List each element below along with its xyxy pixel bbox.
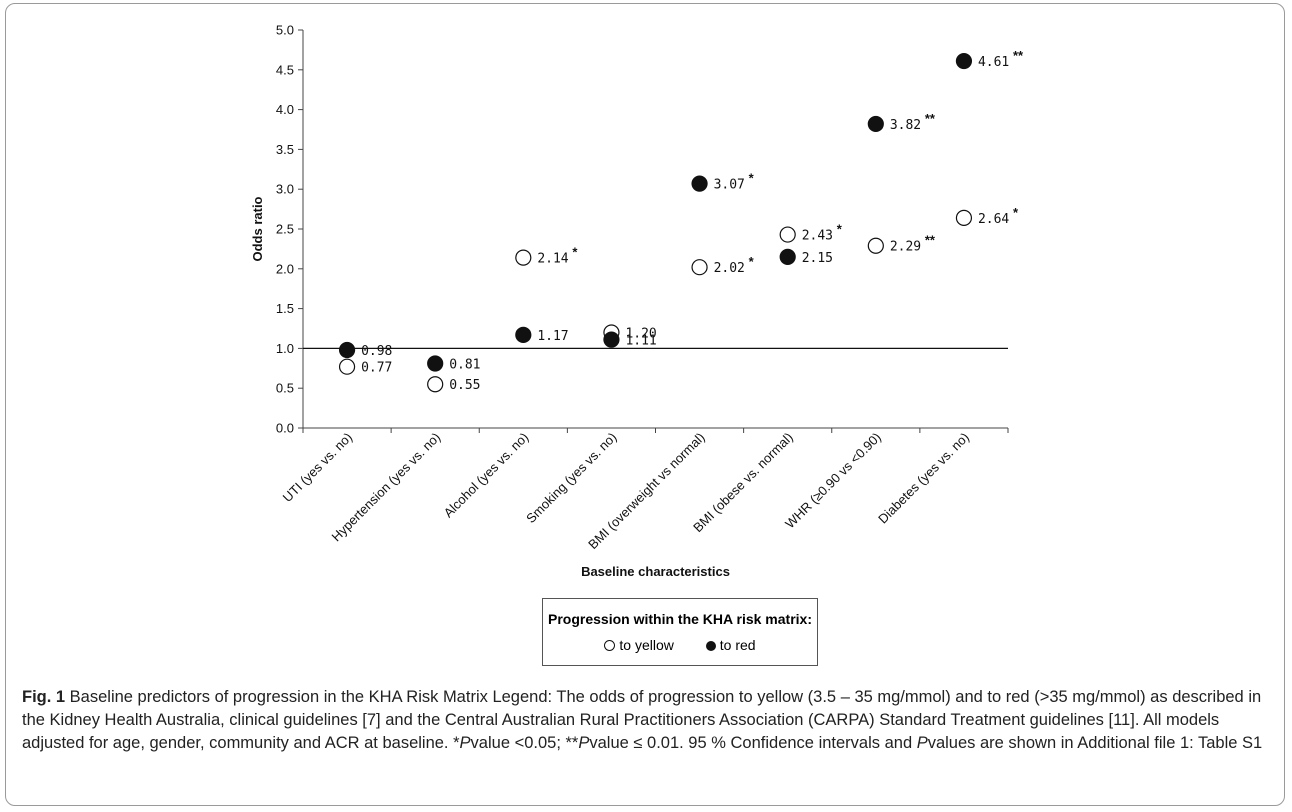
data-label: 1.20: [625, 326, 656, 341]
legend: Progression within the KHA risk matrix: …: [542, 598, 818, 666]
data-label: 2.43: [802, 229, 833, 244]
y-tick-label: 2.5: [276, 222, 294, 237]
caption-p-3: P: [916, 734, 928, 752]
data-label: 1.11: [625, 334, 656, 349]
filled-circle-icon: [705, 641, 716, 651]
significance-mark: *: [572, 245, 578, 260]
x-tick-label: WHR (≥0.90 vs <0.90): [782, 430, 884, 532]
significance-mark: **: [925, 111, 936, 126]
y-tick-label: 0.0: [276, 421, 294, 436]
caption-p-1: P: [459, 734, 471, 752]
significance-mark: **: [1013, 48, 1024, 63]
data-label: 0.81: [449, 358, 480, 373]
point-to-yellow: [427, 376, 444, 393]
legend-item-yellow: to yellow: [604, 637, 674, 653]
legend-item-red: to red: [705, 637, 756, 653]
x-axis-label: Baseline characteristics: [581, 564, 730, 579]
legend-label-red: to red: [719, 637, 756, 653]
point-to-red: [867, 115, 884, 133]
point-to-red: [691, 175, 708, 192]
point-to-red: [779, 248, 796, 265]
caption-text-4: values are shown in Additional file 1: T…: [927, 734, 1263, 752]
y-tick-label: 2.0: [276, 261, 294, 276]
caption-text-2: value <0.05; **: [470, 734, 579, 752]
x-tick-label: Diabetes (yes vs. no): [875, 430, 972, 527]
y-tick-label: 3.5: [276, 142, 294, 157]
point-to-yellow: [515, 249, 532, 266]
scatter-chart: 0.0 0.5 1.0 1.5 2.0 2.5 3.0 3.5 4.0 4.5 5.0 UTI (y…: [250, 23, 1024, 580]
data-label: 0.98: [361, 344, 392, 359]
point-to-red: [338, 341, 356, 359]
data-label: 4.61: [978, 55, 1009, 70]
y-tick-label: 0.5: [276, 381, 294, 396]
legend-title: Progression within the KHA risk matrix:: [548, 611, 812, 627]
point-to-yellow: [867, 237, 884, 254]
data-label: 3.07: [714, 178, 745, 193]
point-to-red: [603, 331, 620, 348]
point-to-yellow: [779, 226, 796, 243]
significance-mark: **: [925, 233, 936, 248]
y-tick-label: 4.0: [276, 102, 294, 117]
x-tick-label: UTI (yes vs. no): [280, 430, 355, 505]
data-label: 1.17: [537, 329, 568, 344]
significance-mark: *: [837, 222, 843, 237]
data-label: 2.02: [714, 261, 745, 276]
data-label: 2.64: [978, 212, 1009, 227]
data-label: 3.82: [890, 118, 921, 133]
point-to-red: [515, 326, 532, 343]
legend-items: to yellow to red: [543, 637, 817, 653]
figure-frame: [5, 3, 1285, 806]
x-tick-label: Smoking (yes vs. no): [523, 430, 619, 526]
data-label: 2.29: [890, 240, 921, 255]
data-label: 0.77: [361, 361, 392, 376]
point-to-yellow: [691, 259, 708, 276]
x-axis: UTI (yes vs. no)Hypertension (yes vs. no…: [280, 427, 1009, 552]
point-to-red: [955, 52, 973, 70]
y-tick-label: 3.0: [276, 182, 294, 197]
figure-caption: Fig. 1 Baseline predictors of progressio…: [22, 686, 1272, 755]
y-tick-label: 5.0: [276, 23, 294, 38]
data-label: 2.14: [537, 252, 568, 267]
legend-label-yellow: to yellow: [619, 637, 674, 653]
point-to-yellow: [338, 358, 356, 375]
point-to-yellow: [955, 209, 973, 226]
significance-mark: *: [1013, 205, 1019, 220]
open-circle-icon: [604, 640, 616, 651]
caption-text-3: value ≤ 0.01. 95 % Confidence intervals …: [589, 734, 917, 752]
x-tick-label: BMI (obese vs. normal): [690, 430, 796, 536]
point-to-red: [427, 355, 444, 372]
significance-mark: *: [749, 171, 755, 186]
caption-text-1: Baseline predictors of progression in th…: [22, 688, 1262, 752]
y-axis-label: Odds ratio: [250, 196, 265, 261]
y-tick-label: 1.5: [276, 301, 294, 316]
y-tick-label: 4.5: [276, 62, 294, 77]
significance-mark: *: [749, 254, 755, 269]
x-tick-label: Alcohol (yes vs. no): [441, 430, 532, 521]
y-tick-label: 1.0: [276, 341, 294, 356]
caption-label: Fig. 1: [22, 688, 66, 706]
caption-p-2: P: [578, 734, 590, 752]
data-label: 2.15: [802, 251, 833, 266]
data-label: 0.55: [449, 378, 480, 393]
y-axis: 0.0 0.5 1.0 1.5 2.0 2.5 3.0 3.5 4.0 4.5 5.0: [276, 23, 304, 436]
data-marks: 0.77 0.55 2.14 * 1.20 2.02 * 2.43 * 2.29 ** 2.64 * 0.…: [338, 48, 1024, 393]
